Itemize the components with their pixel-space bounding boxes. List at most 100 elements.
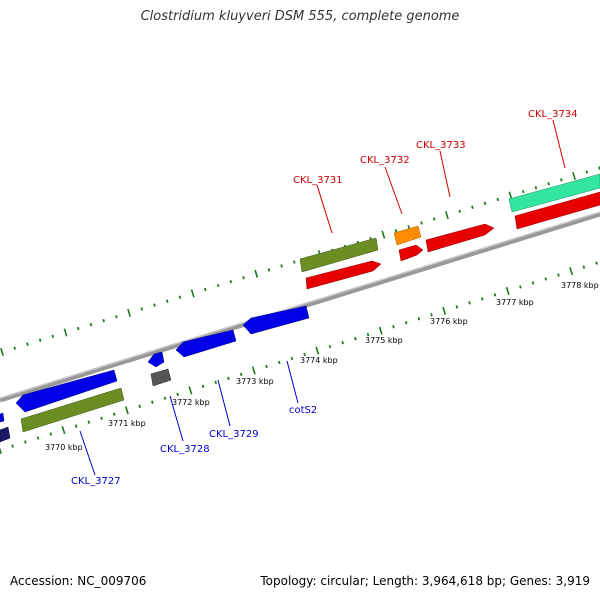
upper-minor-tick (293, 260, 296, 264)
cds-forward-3734[interactable] (514, 191, 600, 230)
lower-minor-tick (341, 340, 344, 345)
cds-forward-3733[interactable] (425, 223, 495, 253)
lower-minor-tick (328, 344, 332, 349)
lower-minor-tick (595, 261, 598, 265)
cds-forward-3732[interactable] (398, 244, 424, 262)
leader-ckl-3732 (384, 166, 403, 215)
upper-minor-tick (420, 221, 423, 225)
label-ckl-3732[interactable]: CKL_3732 (360, 155, 410, 166)
lower-major-tick (0, 447, 2, 455)
scale-label-3771: 3771 kbp (108, 419, 146, 428)
scale-label-3774: 3774 kbp (300, 356, 338, 365)
upper-minor-tick (89, 322, 93, 327)
upper-minor-tick (407, 225, 411, 229)
lower-major-tick (124, 406, 129, 415)
upper-minor-tick (102, 319, 105, 323)
lower-minor-tick (277, 360, 281, 365)
lower-minor-tick (201, 384, 205, 389)
lower-minor-tick (239, 372, 243, 377)
genome-stats-text: Topology: circular; Length: 3,964,618 bp… (260, 574, 590, 588)
lower-minor-tick (417, 317, 421, 321)
feature-orange-forward[interactable] (393, 225, 422, 246)
lower-minor-tick (100, 416, 103, 420)
leader-ckl-3727 (79, 430, 96, 476)
upper-minor-tick (585, 170, 589, 174)
lower-minor-tick (557, 273, 560, 277)
lower-major-tick (505, 286, 510, 295)
feature-olive-reverse[interactable] (20, 387, 125, 433)
lower-minor-tick (468, 301, 471, 305)
lower-minor-tick (354, 336, 357, 341)
label-ckl-3733[interactable]: CKL_3733 (416, 140, 466, 151)
upper-minor-tick (51, 334, 55, 339)
cds-reverse-left-edge[interactable] (0, 412, 5, 423)
cds-reverse-3727[interactable] (15, 369, 118, 413)
lower-minor-tick (36, 436, 40, 440)
upper-major-tick (190, 289, 195, 298)
leader-ckl-3733 (439, 150, 451, 198)
lower-minor-tick (582, 265, 586, 269)
lower-major-tick (61, 426, 66, 435)
leader-ckl-3728 (169, 395, 184, 442)
lower-minor-tick (11, 444, 14, 448)
upper-minor-tick (178, 295, 182, 299)
scale-label-3775: 3775 kbp (365, 336, 403, 345)
upper-major-tick (381, 230, 386, 239)
feature-olive-forward[interactable] (299, 237, 379, 273)
lower-minor-tick (265, 364, 268, 369)
feature-grey-reverse[interactable] (150, 368, 172, 387)
lower-major-tick (251, 366, 256, 375)
scale-label-3772: 3772 kbp (172, 398, 210, 407)
lower-minor-tick (49, 432, 53, 436)
upper-minor-tick (153, 303, 156, 307)
lower-minor-tick (404, 321, 408, 325)
upper-minor-tick (229, 279, 233, 284)
label-cots2[interactable]: cotS2 (289, 405, 317, 416)
lower-minor-tick (214, 380, 218, 385)
feature-teal-forward[interactable] (508, 173, 600, 213)
upper-minor-tick (280, 264, 283, 268)
upper-minor-tick (140, 307, 144, 311)
cds-reverse-cotS2[interactable] (242, 305, 310, 335)
lower-minor-tick (290, 356, 294, 361)
lower-minor-tick (138, 404, 141, 408)
upper-major-tick (0, 347, 4, 357)
scale-label-3776: 3776 kbp (430, 317, 468, 326)
lower-major-tick (569, 266, 574, 276)
scale-label-3770: 3770 kbp (45, 443, 83, 452)
accession-text: Accession: NC_009706 (10, 574, 147, 588)
lower-minor-tick (163, 396, 167, 400)
lower-major-tick (378, 326, 383, 335)
upper-major-tick (63, 328, 68, 337)
label-ckl-3731[interactable]: CKL_3731 (293, 175, 343, 186)
cds-forward-3731[interactable] (305, 260, 382, 290)
lower-minor-tick (519, 285, 522, 289)
genome-backbone-highlight (0, 211, 600, 399)
lower-minor-tick (544, 277, 548, 281)
upper-minor-tick (483, 201, 487, 206)
lower-minor-tick (480, 297, 484, 301)
feature-navy-left-edge[interactable] (0, 426, 11, 443)
lower-minor-tick (455, 305, 459, 309)
scale-label-3777: 3777 kbp (496, 298, 534, 307)
scale-label-3778: 3778 kbp (561, 281, 599, 290)
label-ckl-3727[interactable]: CKL_3727 (71, 476, 121, 487)
label-ckl-3728[interactable]: CKL_3728 (160, 444, 210, 455)
upper-major-tick (254, 269, 259, 278)
leader-cots2 (286, 360, 299, 404)
label-ckl-3734[interactable]: CKL_3734 (528, 109, 578, 120)
cds-reverse-3728[interactable] (147, 351, 165, 368)
upper-minor-tick (242, 276, 245, 280)
upper-minor-tick (165, 299, 169, 303)
upper-major-tick (444, 211, 449, 220)
lower-minor-tick (392, 325, 395, 329)
label-ckl-3729[interactable]: CKL_3729 (209, 429, 259, 440)
cds-reverse-3729[interactable] (175, 329, 237, 358)
map-title: Clostridium kluyveri DSM 555, complete g… (140, 9, 460, 24)
lower-major-tick (188, 386, 193, 395)
upper-minor-tick (471, 205, 474, 209)
lower-minor-tick (531, 281, 535, 285)
upper-minor-tick (394, 229, 398, 233)
upper-major-tick (572, 171, 576, 181)
